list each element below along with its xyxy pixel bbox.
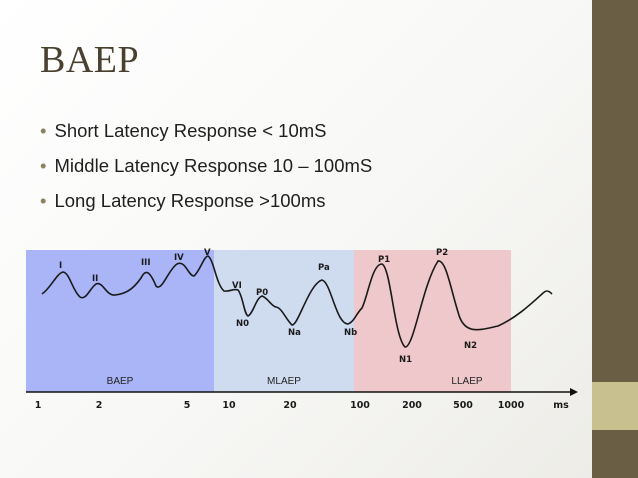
axis-tick-label: 100 [350, 400, 370, 411]
zone-label-baep: BAEP [107, 376, 134, 387]
axis-tick-label: 500 [453, 400, 473, 411]
peak-label: Na [288, 328, 301, 338]
peak-label: VI [232, 281, 242, 291]
bullet-text: Short Latency Response < 10mS [54, 120, 327, 141]
peak-label: N0 [236, 319, 249, 329]
axis-tick-label: 2 [96, 400, 103, 411]
axis-tick-label: 200 [402, 400, 422, 411]
bullet-icon: • [40, 155, 47, 176]
peak-label: III [141, 258, 151, 268]
bullet-item: • Short Latency Response < 10mS [40, 116, 372, 151]
zone-baep [26, 250, 214, 392]
decorative-side-accent [592, 382, 638, 430]
bullet-icon: • [40, 120, 47, 141]
peak-label: I [59, 261, 62, 271]
peak-label: P1 [378, 255, 390, 265]
axis-tick-label: 1000 [498, 400, 525, 411]
peak-label: P2 [436, 248, 448, 258]
axis-tick-label: 10 [222, 400, 236, 411]
bullet-list: • Short Latency Response < 10mS • Middle L… [40, 116, 372, 221]
axis-arrow-icon [570, 388, 578, 396]
bullet-text: Middle Latency Response 10 – 100mS [54, 155, 373, 176]
auditory-evoked-potential-diagram: I II III IV V VI P0 N0 Na Pa Nb P1 N1 P2… [26, 248, 578, 411]
peak-label: P0 [256, 288, 268, 298]
bullet-item: • Long Latency Response >100ms [40, 186, 372, 221]
peak-label: II [92, 274, 98, 284]
peak-label: V [204, 248, 211, 258]
axis-tick-label: 20 [283, 400, 297, 411]
bullet-item: • Middle Latency Response 10 – 100mS [40, 151, 372, 186]
zone-label-llaep: LLAEP [451, 376, 482, 387]
peak-label: Nb [344, 328, 357, 338]
peak-label: IV [174, 253, 184, 263]
bullet-icon: • [40, 190, 47, 211]
bullet-text: Long Latency Response >100ms [54, 190, 326, 211]
peak-label: N2 [464, 341, 477, 351]
slide-title: BAEP [40, 39, 140, 81]
waveform-line [41, 255, 553, 348]
zone-mlaep [214, 250, 354, 392]
peak-label: N1 [399, 355, 412, 365]
peak-label: Pa [318, 263, 330, 273]
axis-tick-label: 5 [184, 400, 191, 411]
axis-unit-label: ms [553, 400, 569, 411]
zone-label-mlaep: MLAEP [267, 376, 301, 387]
axis-tick-label: 1 [35, 400, 42, 411]
